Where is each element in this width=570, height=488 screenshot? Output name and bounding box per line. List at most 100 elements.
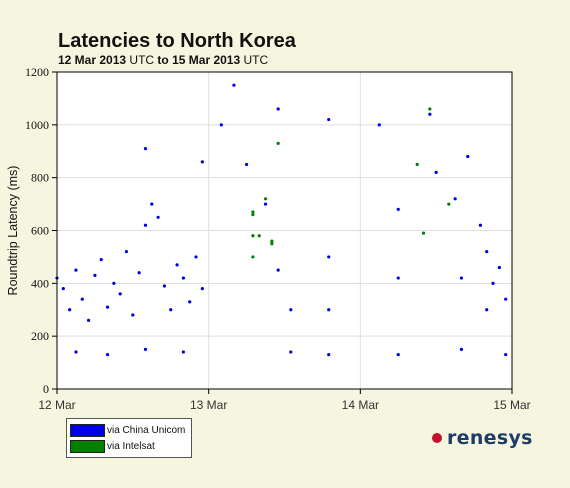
data-point-china-unicom <box>244 162 249 167</box>
data-point-china-unicom <box>131 313 135 317</box>
data-point-china-unicom <box>289 350 293 354</box>
data-point-china-unicom <box>93 273 97 278</box>
data-point-china-unicom <box>156 215 160 219</box>
data-point-china-unicom <box>74 350 78 354</box>
renesys-logo: renesys <box>432 427 533 449</box>
data-point-china-unicom <box>478 223 483 227</box>
y-tick-label: 200 <box>31 329 49 343</box>
data-point-intelsat <box>270 239 274 243</box>
data-point-china-unicom <box>327 353 331 357</box>
data-point-china-unicom <box>112 281 116 285</box>
y-tick-label: 1000 <box>25 118 49 132</box>
data-point-china-unicom <box>169 308 173 312</box>
data-point-china-unicom <box>377 123 381 127</box>
chart-legend: via China Unicom via Intelsat <box>66 418 192 458</box>
data-point-china-unicom <box>61 287 65 291</box>
x-tick-label: 15 Mar <box>493 398 530 412</box>
subtitle-end: 15 Mar 2013 <box>172 53 241 67</box>
data-point-china-unicom <box>137 271 141 275</box>
data-point-china-unicom <box>434 170 438 174</box>
data-point-china-unicom <box>276 268 280 272</box>
data-point-china-unicom <box>99 257 103 262</box>
data-point-china-unicom <box>466 154 470 159</box>
data-point-china-unicom <box>485 308 489 312</box>
data-point-china-unicom <box>68 308 72 312</box>
data-point-china-unicom <box>504 353 508 357</box>
data-point-intelsat <box>428 107 432 111</box>
data-point-china-unicom <box>86 318 91 322</box>
chart-title: Latencies to North Korea <box>58 30 296 52</box>
data-point-china-unicom <box>124 250 129 254</box>
data-point-china-unicom <box>485 250 489 254</box>
data-point-china-unicom <box>459 276 464 280</box>
y-tick-label: 0 <box>43 382 49 396</box>
data-point-china-unicom <box>289 308 293 312</box>
data-point-intelsat <box>263 197 268 201</box>
data-point-china-unicom <box>327 117 331 122</box>
y-tick-label: 1200 <box>25 65 49 79</box>
data-point-china-unicom <box>105 305 110 309</box>
x-tick-label: 14 Mar <box>342 398 379 412</box>
subtitle-start: 12 Mar 2013 <box>58 53 127 67</box>
legend-swatch-china-unicom <box>70 423 105 437</box>
legend-label-intelsat: via Intelsat <box>107 440 155 452</box>
subtitle-start-tz: UTC <box>129 53 155 67</box>
data-point-china-unicom <box>219 123 223 127</box>
subtitle-to: to <box>157 53 169 67</box>
data-point-china-unicom <box>327 308 331 312</box>
data-point-intelsat <box>421 231 426 235</box>
data-point-intelsat <box>447 202 451 206</box>
subtitle-end-tz: UTC <box>243 53 269 67</box>
data-point-intelsat <box>270 242 274 246</box>
data-point-china-unicom <box>396 207 400 211</box>
data-point-china-unicom <box>181 350 185 354</box>
data-point-china-unicom <box>453 197 457 201</box>
y-tick-label: 400 <box>31 276 49 290</box>
logo-text: renesys <box>447 427 533 449</box>
x-tick-label: 13 Mar <box>190 398 227 412</box>
data-point-china-unicom <box>143 347 148 351</box>
data-point-china-unicom <box>194 255 198 259</box>
data-point-china-unicom <box>276 107 280 111</box>
data-point-china-unicom <box>143 147 148 151</box>
data-point-intelsat <box>251 213 255 217</box>
data-point-china-unicom <box>188 300 192 304</box>
data-point-intelsat <box>257 234 261 238</box>
data-point-intelsat <box>251 210 255 214</box>
data-point-china-unicom <box>428 112 432 116</box>
data-point-china-unicom <box>200 160 204 164</box>
data-point-china-unicom <box>181 276 185 280</box>
y-axis-label: Roundtrip Latency (ms) <box>6 166 20 296</box>
data-point-intelsat <box>276 141 280 145</box>
x-tick-label: 12 Mar <box>38 398 75 412</box>
legend-item-china-unicom: via China Unicom <box>70 423 185 437</box>
data-point-intelsat <box>415 162 419 167</box>
data-point-china-unicom <box>491 281 495 285</box>
chart-subtitle: 12 Mar 2013 UTC to 15 Mar 2013 UTC <box>58 53 268 67</box>
data-point-china-unicom <box>263 202 268 206</box>
logo-dot-icon <box>432 433 442 443</box>
data-point-intelsat <box>251 255 255 259</box>
data-point-china-unicom <box>105 353 110 357</box>
data-point-china-unicom <box>143 223 148 227</box>
data-point-china-unicom <box>150 202 154 206</box>
data-point-china-unicom <box>232 83 236 87</box>
data-point-china-unicom <box>162 284 167 288</box>
plot-frame <box>56 71 513 390</box>
data-point-china-unicom <box>327 255 331 259</box>
data-point-china-unicom <box>459 347 464 351</box>
y-tick-label: 800 <box>31 171 49 185</box>
data-point-china-unicom <box>118 292 122 296</box>
data-point-china-unicom <box>504 297 508 301</box>
data-point-china-unicom <box>80 297 84 301</box>
data-point-china-unicom <box>497 265 501 270</box>
data-point-china-unicom <box>396 276 400 280</box>
data-point-intelsat <box>251 234 255 238</box>
legend-item-intelsat: via Intelsat <box>70 439 155 453</box>
data-point-china-unicom <box>396 353 400 357</box>
y-tick-label: 600 <box>31 224 49 238</box>
legend-label-china-unicom: via China Unicom <box>107 424 186 436</box>
data-point-china-unicom <box>175 263 179 267</box>
legend-swatch-intelsat <box>70 439 105 453</box>
